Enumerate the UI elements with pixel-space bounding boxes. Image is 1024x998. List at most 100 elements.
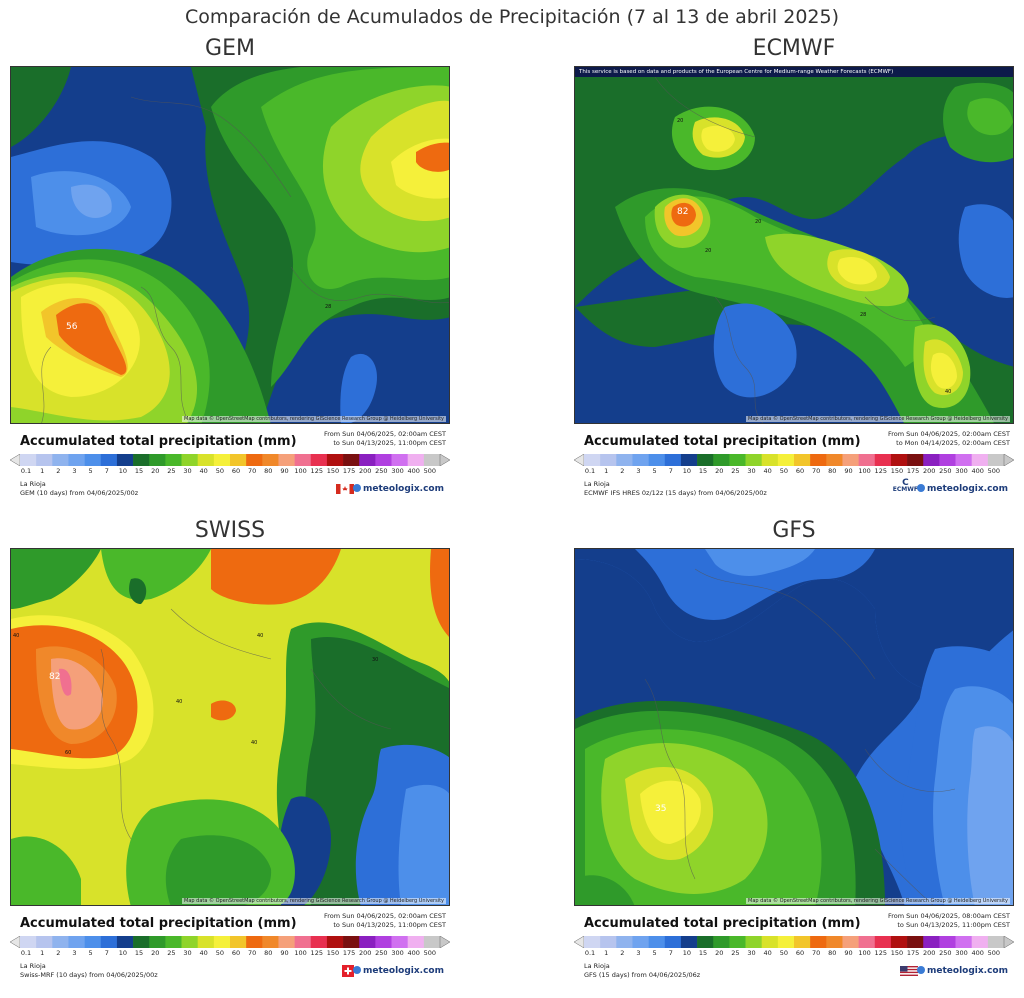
scale-tick-label: 25 — [731, 467, 740, 475]
model-label: Swiss-MRF (10 days) from 04/06/2025/00z — [20, 971, 158, 979]
legend-ecmwf: Accumulated total precipitation (mm) Fro… — [574, 424, 1014, 498]
scale-tick-label: 100 — [294, 949, 307, 957]
scale-tick-label: 125 — [874, 949, 887, 957]
location-label: La Rioja — [20, 480, 46, 488]
scale-tick-label: 175 — [906, 949, 920, 957]
scale-swatch — [246, 454, 263, 466]
scale-swatch — [680, 454, 698, 466]
scale-tick-label: 5 — [652, 949, 657, 957]
scale-arrow-right — [439, 936, 450, 948]
scale-tick-label: 250 — [939, 467, 952, 475]
scale-swatch — [713, 936, 730, 948]
map-gfs[interactable]: 35 Map data © OpenStreetMap contributors… — [574, 548, 1014, 906]
meteologix-logo[interactable]: meteologix.com — [917, 966, 1008, 976]
scale-tick-label: 7 — [668, 949, 673, 957]
legend-dates: From Sun 04/06/2025, 02:00am CEST to Sun… — [324, 430, 446, 448]
scale-swatch — [923, 454, 940, 466]
scale-swatch — [20, 454, 37, 466]
scale-tick-label: 2 — [56, 467, 61, 475]
globe-icon — [353, 966, 361, 974]
scale-swatch — [923, 936, 940, 948]
dates-to: to Sun 04/13/2025, 11:00pm CEST — [897, 921, 1010, 929]
scale-tick-label: 70 — [812, 467, 821, 475]
scale-tick-label: 200 — [923, 467, 936, 475]
scale-tick-label: 0.1 — [20, 949, 32, 957]
scale-arrow-left — [10, 936, 21, 948]
main-title: Comparación de Acumulados de Precipitaci… — [185, 6, 839, 28]
meteologix-logo[interactable]: meteologix.com — [353, 966, 444, 976]
map-label: 40 — [13, 633, 19, 639]
map-ecmwf[interactable]: 82 20 20 20 28 40 This service is based … — [574, 66, 1014, 424]
scale-swatch — [971, 454, 989, 466]
scale-swatch — [761, 936, 779, 948]
meteologix-logo[interactable]: meteologix.com — [353, 484, 444, 494]
scale-tick-label: 150 — [326, 467, 340, 475]
color-scale-ticks: 0.1 1 2 3 5 7 10 15 20 25 30 40 50 60 70 80 90 100 125 150 1… — [10, 949, 450, 959]
dates-to: to Sun 04/13/2025, 11:00pm CEST — [333, 439, 446, 447]
map-label: 28 — [860, 312, 866, 318]
scale-swatch — [697, 936, 714, 948]
legend-gfs: Accumulated total precipitation (mm) Fro… — [574, 906, 1014, 980]
scale-tick-label: 90 — [844, 949, 853, 957]
dates-from: From Sun 04/06/2025, 02:00am CEST — [323, 430, 446, 438]
switzerland-flag-icon — [342, 965, 354, 977]
color-scale-ticks: 0.1 1 2 3 5 7 10 15 20 25 30 40 50 60 70 80 90 100 125 150 1… — [574, 949, 1014, 959]
scale-swatch — [310, 454, 328, 466]
scale-tick-label: 30 — [183, 467, 192, 475]
scale-swatch — [213, 936, 231, 948]
scale-tick-label: 150 — [326, 949, 340, 957]
scale-swatch — [375, 936, 392, 948]
scale-swatch — [907, 936, 924, 948]
scale-tick-label: 250 — [375, 949, 388, 957]
scale-swatch — [278, 936, 295, 948]
map-label: 82 — [49, 672, 60, 682]
meteologix-logo[interactable]: meteologix.com — [917, 484, 1008, 494]
scale-swatch — [826, 454, 843, 466]
map-label: 30 — [372, 657, 378, 663]
scale-swatch — [680, 936, 698, 948]
scale-tick-label: 7 — [104, 467, 109, 475]
dates-to: to Mon 04/14/2025, 02:00am CEST — [896, 439, 1010, 447]
scale-tick-label: 150 — [890, 467, 904, 475]
scale-tick-label: 60 — [795, 949, 805, 957]
scale-swatch — [729, 454, 746, 466]
map-attribution: Map data © OpenStreetMap contributors, r… — [182, 898, 446, 904]
legend-dates: From Sun 04/06/2025, 02:00am CEST to Sun… — [324, 912, 446, 930]
scale-tick-label: 90 — [280, 949, 289, 957]
scale-swatch — [842, 936, 859, 948]
scale-swatch — [391, 454, 408, 466]
scale-arrow-right — [1003, 454, 1014, 466]
map-label: 40 — [945, 389, 951, 395]
map-label: 82 — [677, 207, 688, 217]
scale-swatch — [729, 936, 746, 948]
scale-swatch — [810, 454, 827, 466]
map-attribution: Map data © OpenStreetMap contributors, r… — [182, 416, 446, 422]
scale-swatch — [987, 936, 1004, 948]
scale-swatch — [68, 454, 85, 466]
globe-icon — [917, 484, 925, 492]
scale-tick-label: 1 — [40, 467, 45, 475]
scale-tick-label: 250 — [939, 949, 952, 957]
scale-tick-label: 60 — [795, 467, 805, 475]
scale-swatch — [584, 936, 601, 948]
scale-swatch — [632, 936, 649, 948]
location-label: La Rioja — [584, 962, 610, 970]
color-scale-bar — [574, 936, 1014, 948]
map-gem[interactable]: 56 28 Map data © OpenStreetMap contribut… — [10, 66, 450, 424]
map-swiss[interactable]: 82 40 40 40 40 60 30 Map data © OpenStre… — [10, 548, 450, 906]
color-scale-bar — [10, 454, 450, 466]
scale-swatch — [294, 454, 312, 466]
scale-swatch — [584, 454, 601, 466]
panel-title-ecmwf: ECMWF — [752, 36, 836, 61]
dates-from: From Sun 04/06/2025, 02:00am CEST — [323, 912, 446, 920]
scale-swatch — [213, 454, 231, 466]
scale-swatch — [632, 454, 649, 466]
scale-swatch — [761, 454, 779, 466]
scale-swatch — [745, 936, 762, 948]
scale-tick-label: 7 — [668, 467, 673, 475]
map-label: 20 — [705, 248, 711, 254]
dates-from: From Sun 04/06/2025, 02:00am CEST — [887, 430, 1010, 438]
scale-tick-label: 50 — [779, 949, 788, 957]
scale-tick-label: 40 — [199, 467, 208, 475]
scale-swatch — [230, 936, 247, 948]
